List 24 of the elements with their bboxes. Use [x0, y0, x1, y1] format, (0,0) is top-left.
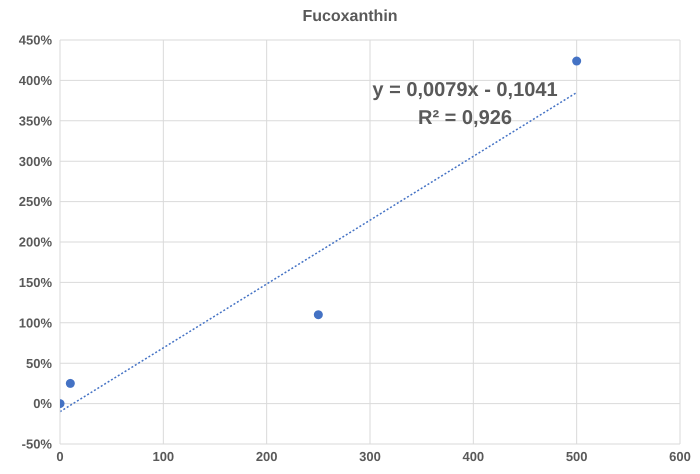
- x-tick-label: 400: [462, 449, 484, 464]
- chart-title: Fucoxanthin: [301, 8, 399, 26]
- x-tick-label: 300: [359, 449, 381, 464]
- y-tick-label: -50%: [22, 436, 52, 452]
- y-tick-label: 100%: [18, 315, 52, 330]
- y-tick-label: 400%: [18, 73, 52, 88]
- y-tick-label: 200%: [18, 234, 52, 250]
- x-tick-label: 600: [669, 449, 691, 464]
- y-tick-label: 0%: [33, 396, 52, 412]
- y-tick-label: 50%: [26, 356, 52, 371]
- point: [572, 56, 582, 66]
- x-tick-label: 200: [256, 449, 278, 464]
- y-tick-label: 250%: [18, 194, 52, 210]
- x-tick-label: 500: [566, 449, 588, 464]
- y-tick-label: 450%: [18, 32, 52, 48]
- point: [66, 378, 75, 388]
- point: [314, 310, 323, 320]
- y-tick-label: 150%: [18, 275, 52, 290]
- annotation: R² = 0,926: [417, 106, 513, 131]
- annotation: y = 0,0079x - 0,1041: [371, 78, 559, 103]
- x-tick-label: 0: [56, 449, 64, 464]
- y-tick-label: 350%: [18, 113, 52, 128]
- x-tick-label: 100: [152, 449, 174, 464]
- y-tick-label: 300%: [18, 154, 52, 169]
